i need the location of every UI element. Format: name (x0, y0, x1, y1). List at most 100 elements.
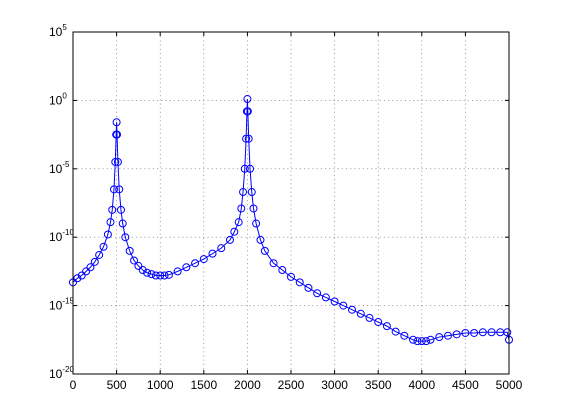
data-point (426, 335, 435, 344)
data-point (321, 293, 330, 302)
data-point (225, 235, 234, 244)
data-point (470, 328, 479, 337)
data-point (113, 157, 122, 166)
data-point (108, 205, 117, 214)
data-point (143, 268, 152, 277)
data-point (199, 255, 208, 264)
data-point (73, 274, 82, 283)
data-point (356, 309, 365, 318)
data-point (160, 271, 169, 280)
x-tick-label: 3500 (365, 378, 392, 392)
data-point (99, 242, 108, 251)
data-point (173, 267, 182, 276)
data-point (230, 227, 239, 236)
y-tick-label-exponent: -15 (62, 297, 74, 306)
data-point (409, 335, 418, 344)
x-tick-label: 2000 (234, 378, 261, 392)
data-point (487, 328, 496, 337)
data-point (243, 107, 252, 116)
data-point (130, 256, 139, 265)
data-point (269, 259, 278, 268)
y-tick-label: 10-5 (49, 160, 70, 176)
data-point (242, 134, 251, 143)
data-point (304, 283, 313, 292)
data-point (391, 327, 400, 336)
data-point (240, 164, 249, 173)
y-tick-label: 10-20 (49, 365, 74, 381)
data-point (217, 244, 226, 253)
data-point (82, 267, 91, 276)
data-point (234, 218, 243, 227)
data-point (249, 204, 258, 213)
data-point (260, 246, 269, 255)
data-point (478, 328, 487, 337)
data-point (95, 250, 104, 259)
data-point (382, 322, 391, 331)
data-point (138, 266, 147, 275)
y-tick-label: 10-10 (49, 228, 74, 244)
data-point (77, 271, 86, 280)
series-line (72, 99, 510, 342)
data-point (246, 164, 255, 173)
data-point (121, 233, 130, 242)
data-point (339, 301, 348, 310)
data-point (417, 337, 426, 346)
data-point (90, 257, 99, 266)
data-point (247, 188, 256, 197)
plot-border (72, 31, 510, 375)
y-tick-label-base: 10 (49, 367, 63, 381)
data-point (330, 297, 339, 306)
data-point (111, 157, 120, 166)
x-tick-label: 4000 (408, 378, 435, 392)
y-tick-label: 105 (49, 23, 67, 39)
axes: 0 500 1000 1500 2000 2500 3000 3500 4000 4500 5000… (49, 23, 523, 392)
data-point (151, 271, 160, 280)
data-point (243, 95, 252, 104)
data-point (147, 270, 156, 279)
plot-area (72, 31, 510, 375)
y-tick-label-exponent: -5 (62, 160, 70, 169)
data-point (295, 278, 304, 287)
data-point (239, 188, 248, 197)
x-tick-label: 3000 (321, 378, 348, 392)
data-point (191, 259, 200, 268)
data-point (461, 328, 470, 337)
data-point (452, 330, 461, 339)
data-point (118, 219, 127, 228)
y-tick-label-base: 10 (49, 25, 63, 39)
data-point (134, 261, 143, 270)
data-point (113, 130, 122, 139)
data-point (109, 185, 118, 194)
data-point (287, 272, 295, 281)
x-tick-label: 500 (107, 378, 127, 392)
data-point (374, 318, 383, 327)
data-point (156, 271, 165, 280)
data-point (237, 204, 246, 213)
data-point (413, 337, 422, 346)
series (69, 95, 513, 346)
data-point (252, 219, 261, 228)
data-point (365, 313, 374, 322)
y-tick-label: 10-15 (49, 297, 74, 313)
y-tick-label-exponent: 5 (62, 23, 67, 32)
y-tick-label-exponent: -10 (62, 228, 74, 237)
x-tick-label: 1000 (147, 378, 174, 392)
data-point (103, 230, 112, 239)
data-point (115, 185, 124, 194)
x-tick-label: 5000 (496, 378, 523, 392)
data-point (125, 246, 134, 255)
data-point (106, 218, 115, 227)
x-tick-label: 4500 (452, 378, 479, 392)
y-tick-label-base: 10 (49, 230, 63, 244)
data-point (313, 289, 322, 298)
data-point (182, 263, 191, 272)
y-tick-label-exponent: -20 (62, 365, 74, 374)
data-point (443, 331, 452, 340)
data-point (208, 249, 217, 258)
data-point (112, 118, 121, 127)
y-tick-label-exponent: 0 (62, 91, 67, 100)
data-point (164, 270, 173, 279)
y-tick-label-base: 10 (49, 299, 63, 313)
x-tick-label: 0 (70, 378, 77, 392)
